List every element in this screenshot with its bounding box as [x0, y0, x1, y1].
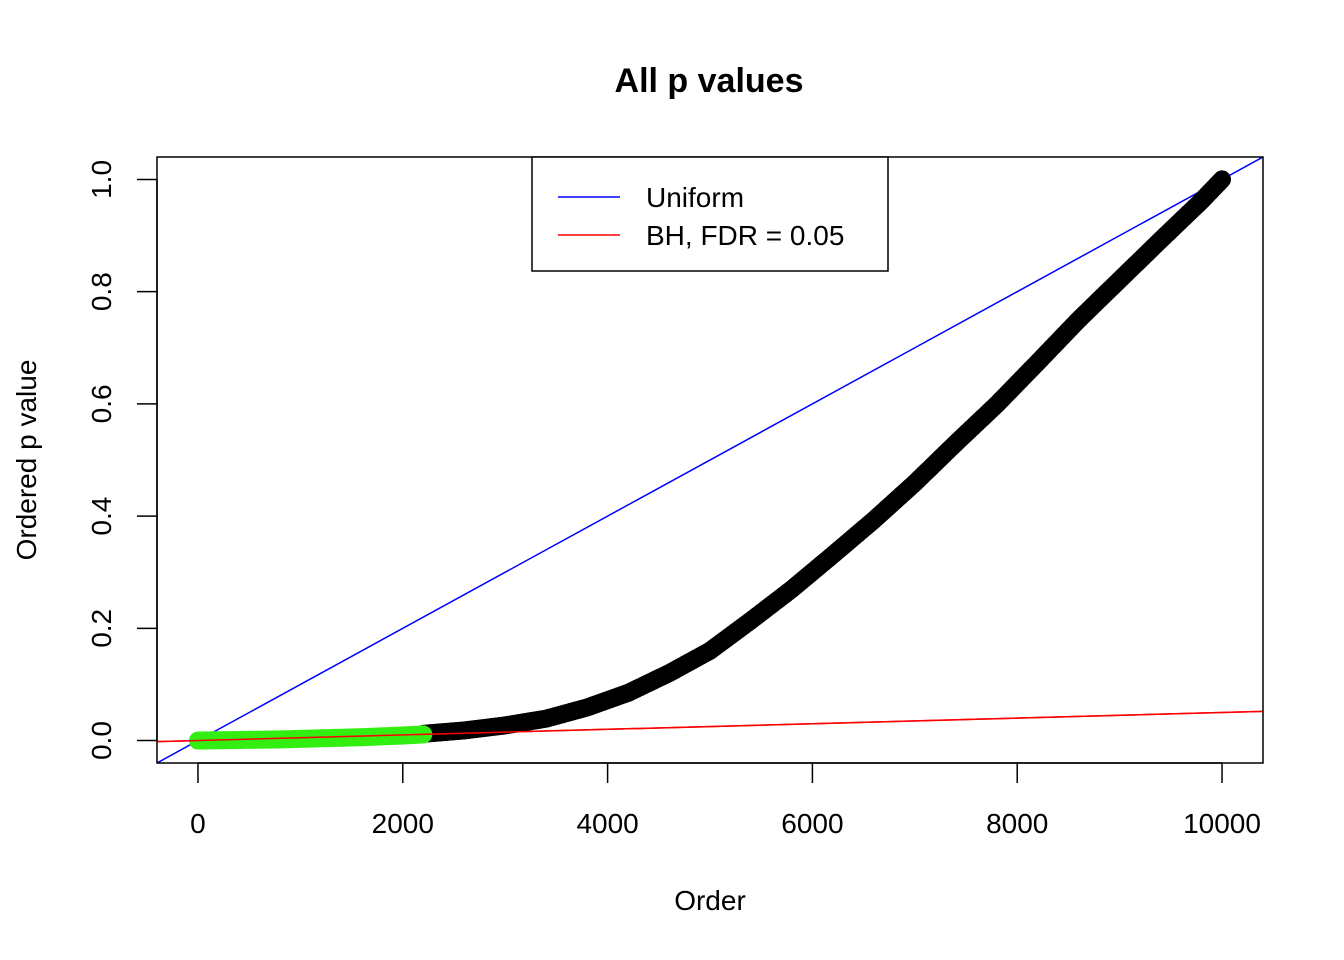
legend-label-uniform: Uniform	[646, 182, 744, 213]
x-tick-label: 10000	[1183, 808, 1261, 839]
plot-area	[157, 157, 1263, 763]
x-tick-label: 2000	[372, 808, 434, 839]
y-tick-label: 0.2	[86, 609, 117, 648]
y-axis: 0.0 0.2 0.4 0.6 0.8 1.0	[86, 160, 158, 760]
legend: Uniform BH, FDR = 0.05	[531, 156, 889, 272]
x-tick-label: 8000	[986, 808, 1048, 839]
series-line-0	[157, 157, 1263, 763]
y-axis-label: Ordered p value	[11, 360, 42, 561]
x-tick-label: 4000	[576, 808, 638, 839]
x-tick-label: 6000	[781, 808, 843, 839]
x-tick-label: 0	[190, 808, 206, 839]
y-tick-label: 1.0	[86, 160, 117, 199]
y-tick-label: 0.8	[86, 272, 117, 311]
legend-label-bh: BH, FDR = 0.05	[646, 220, 844, 251]
x-axis-label: Order	[674, 885, 746, 916]
point-series-2	[414, 170, 1231, 743]
y-tick-label: 0.4	[86, 497, 117, 536]
legend-box	[531, 156, 889, 272]
y-tick-label: 0.6	[86, 384, 117, 423]
chart-title: All p values	[615, 62, 804, 100]
x-axis: 0 2000 4000 6000 8000 10000	[190, 762, 1261, 839]
series-line-overlay-1	[157, 710, 1263, 743]
y-tick-label: 0.0	[86, 721, 117, 760]
